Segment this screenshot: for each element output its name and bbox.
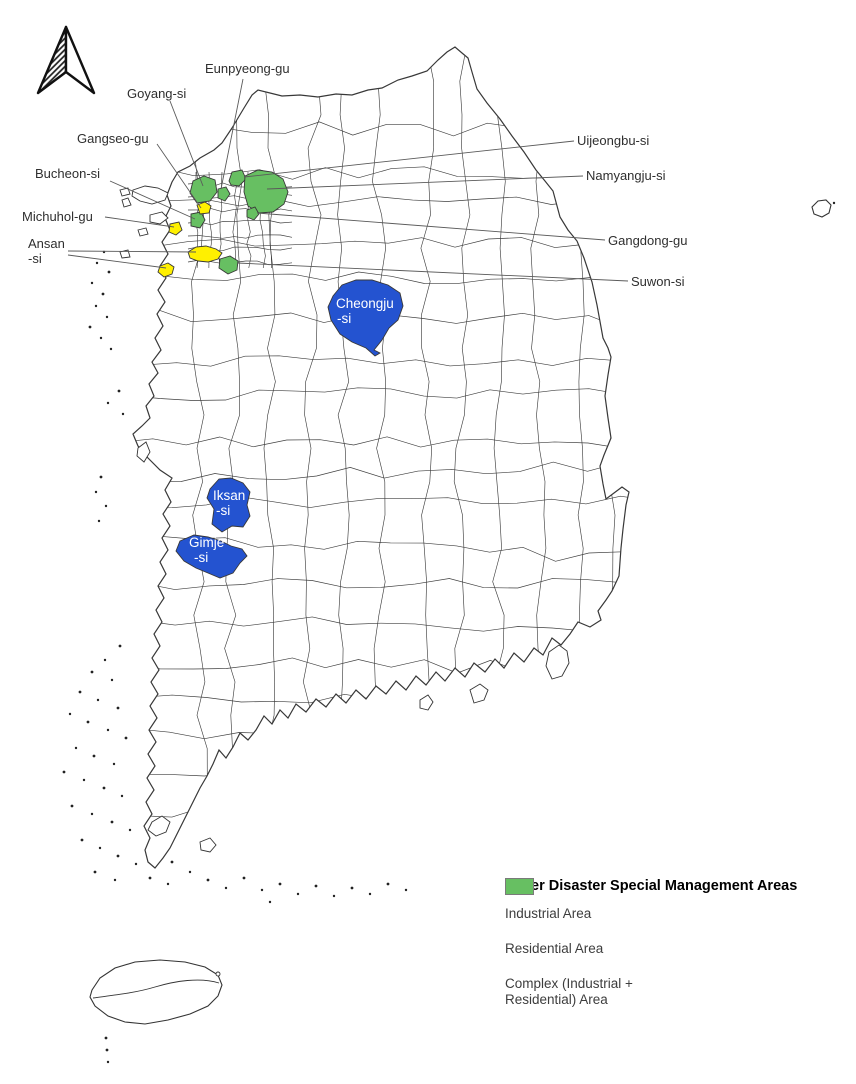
leader-bucheon	[109, 180, 196, 220]
iksan-label-line2: -si	[216, 503, 230, 518]
cheongju-label-line1: Cheongju	[336, 296, 394, 311]
callout-ansan-line2: -si	[28, 251, 42, 266]
region-suwon-si	[218, 255, 239, 275]
leader-gangdong	[256, 212, 606, 241]
callout-michuhol-gu: Michuhol-gu	[22, 209, 93, 224]
region-michuhol-gu	[168, 221, 183, 236]
leader-ansan-1	[67, 250, 197, 253]
islands	[119, 185, 570, 853]
iksan-label-line1: Iksan	[213, 488, 245, 503]
leader-eunpyeong	[220, 78, 244, 190]
jeju-island	[89, 959, 223, 1064]
legend-item-industrial: Industrial Area	[505, 878, 845, 922]
legend-item-complex: Complex (Industrial + Residential) Area	[505, 878, 845, 1008]
callout-gangdong-gu: Gangdong-gu	[608, 233, 688, 248]
callout-gangseo-gu: Gangseo-gu	[77, 131, 149, 146]
legend-label-industrial: Industrial Area	[505, 906, 592, 921]
callout-ansan-si: Ansan -si	[28, 236, 65, 266]
callout-bucheon-si: Bucheon-si	[35, 166, 101, 181]
leader-michuhol	[104, 216, 175, 228]
legend-title: Water Disaster Special Management Areas	[505, 878, 798, 894]
legend: Water Disaster Special Management Areas …	[505, 878, 845, 1008]
cheongju-label-line2: -si	[337, 311, 351, 326]
leader-goyang	[169, 100, 204, 187]
gimje-label-line1: Gimje	[189, 535, 224, 550]
leader-ansan-2	[67, 254, 167, 269]
region-ansan-si-mainland	[187, 245, 223, 263]
gimje-label-line2: -si	[194, 550, 208, 565]
callout-uijeongbu-si: Uijeongbu-si	[577, 133, 650, 148]
legend-label-complex: Complex (Industrial + Residential) Area	[505, 976, 633, 1007]
region-gangseo-gu	[196, 201, 212, 215]
leader-uijeongbu	[243, 140, 575, 178]
islets	[62, 250, 408, 904]
region-gimje-si	[175, 534, 248, 579]
callout-suwon-si: Suwon-si	[631, 274, 685, 289]
region-iksan-si	[206, 477, 251, 533]
callout-eunpyeong-gu: Eunpyeong-gu	[205, 61, 290, 76]
mainland-outline	[132, 46, 630, 869]
callout-namyangju-si: Namyangju-si	[586, 168, 666, 183]
leader-gangseo	[156, 143, 202, 209]
legend-item-residential: Residential Area	[505, 878, 845, 957]
region-label-group: Cheongju -si Iksan -si Gimje -si	[189, 296, 394, 565]
region-eunpyeong-gu	[217, 186, 231, 202]
region-ansan-si-island	[157, 262, 175, 278]
region-cheongju-si	[327, 279, 404, 357]
complex-swatch-icon	[505, 878, 534, 895]
callout-goyang-si: Goyang-si	[127, 86, 187, 101]
special-areas	[157, 169, 404, 579]
north-arrow-icon	[36, 25, 96, 95]
legend-label-residential: Residential Area	[505, 941, 604, 956]
region-gangdong-gu	[246, 206, 260, 221]
region-namyangju-si	[243, 169, 289, 214]
leader-suwon	[236, 262, 629, 282]
callout-ansan-line1: Ansan	[28, 236, 65, 251]
ulleungdo-island	[811, 199, 836, 218]
leader-namyangju	[266, 175, 584, 190]
leader-lines	[67, 78, 629, 282]
region-goyang-si	[189, 175, 218, 204]
